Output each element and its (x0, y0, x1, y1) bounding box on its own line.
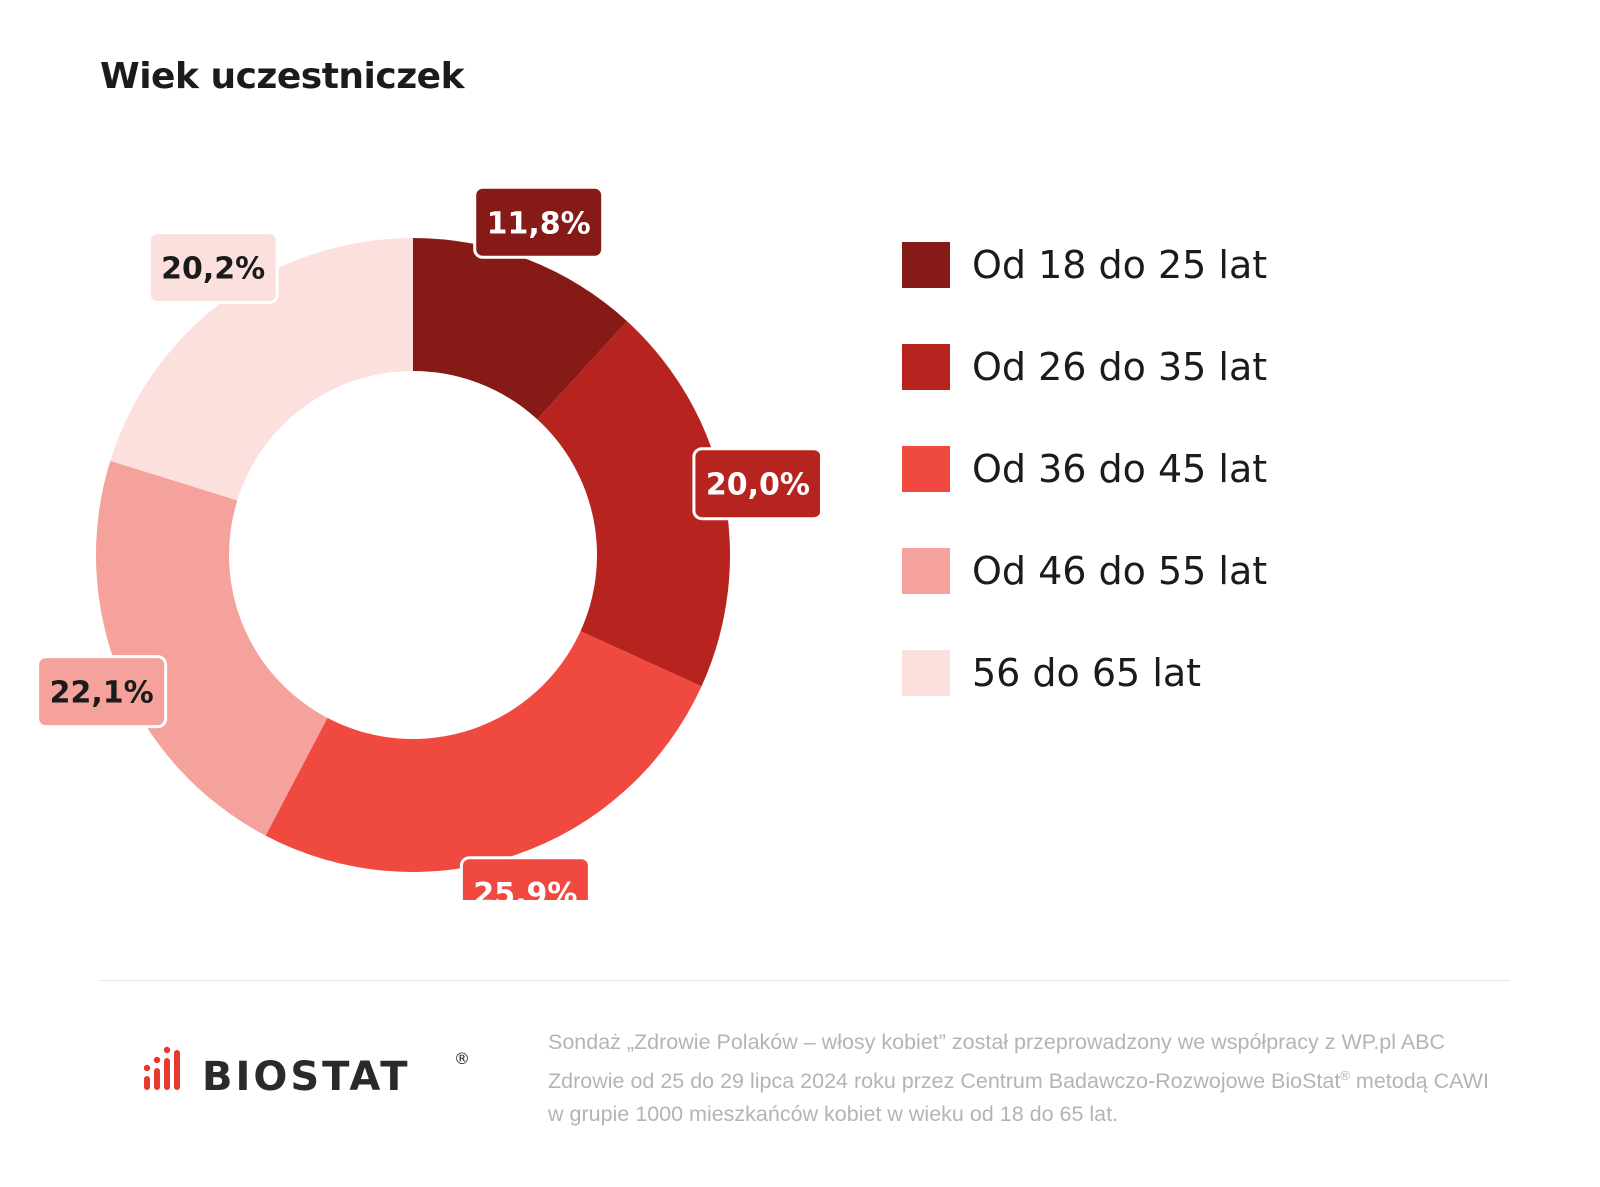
logo-bar (174, 1050, 180, 1090)
data-label-text: 20,0% (706, 468, 810, 503)
legend-item: Od 46 do 55 lat (902, 548, 1267, 594)
logo-dot (144, 1064, 151, 1072)
logo-dot (153, 1056, 161, 1064)
legend-swatch (902, 446, 950, 492)
survey-footnote: Sondaż „Zdrowie Polaków – włosy kobiet” … (548, 1026, 1500, 1131)
data-label: 20,2% (147, 231, 279, 305)
logo-dot (163, 1046, 171, 1054)
logo-registered-mark: ® (454, 1049, 470, 1068)
donut-slice (537, 321, 731, 687)
chart-title: Wiek uczestniczek (100, 56, 465, 97)
data-label-box (473, 185, 605, 259)
data-label: 25,9% (459, 856, 591, 900)
legend-label: 56 do 65 lat (972, 651, 1202, 695)
legend-swatch (902, 548, 950, 594)
legend-label: Od 26 do 35 lat (972, 345, 1268, 389)
legend-label: Od 36 do 45 lat (972, 447, 1268, 491)
legend-item: Od 26 do 35 lat (902, 344, 1267, 390)
legend-label: Od 18 do 25 lat (972, 243, 1268, 287)
footnote-text: Sondaż „Zdrowie Polaków – włosy kobiet” … (548, 1030, 1446, 1094)
legend-swatch (902, 242, 950, 288)
data-label-text: 22,1% (50, 676, 154, 711)
data-label: 20,0% (692, 447, 820, 521)
logo-bar (164, 1058, 170, 1090)
legend-label: Od 46 do 55 lat (972, 549, 1268, 593)
data-label-text: 20,2% (161, 252, 265, 287)
legend-item: Od 36 do 45 lat (902, 446, 1267, 492)
biostat-logo: BIOSTAT ® (144, 1046, 470, 1100)
data-label-box (36, 655, 168, 729)
data-label-box (147, 231, 279, 305)
data-label-text: 25,9% (473, 877, 577, 900)
logo-bars-icon (144, 1046, 180, 1090)
legend-item: Od 18 do 25 lat (902, 242, 1267, 288)
donut-slice (110, 237, 414, 501)
chart-legend: Od 18 do 25 lat Od 26 do 35 lat Od 36 do… (902, 242, 1267, 752)
logo-bar (154, 1068, 160, 1090)
data-label-box (692, 447, 820, 521)
donut-slice (265, 631, 702, 873)
footer-divider (100, 980, 1510, 981)
data-label-text: 11,8% (487, 206, 591, 241)
data-label: 11,8% (473, 185, 605, 259)
logo-text: BIOSTAT (202, 1054, 411, 1100)
legend-swatch (902, 344, 950, 390)
footnote-text-end: metodą CAWI w grupie 1000 mieszkańców ko… (548, 1069, 1489, 1127)
donut-slice (95, 460, 328, 836)
legend-item: 56 do 65 lat (902, 650, 1267, 696)
legend-swatch (902, 650, 950, 696)
footnote-registered-mark: ® (1340, 1068, 1350, 1083)
logo-bar (144, 1076, 150, 1090)
data-label: 22,1% (36, 655, 168, 729)
donut-slice (413, 238, 628, 420)
data-label-box (459, 856, 591, 900)
donut-chart: 11,8% 20,0% 25,9% 22,1% 20,2% (36, 185, 820, 900)
